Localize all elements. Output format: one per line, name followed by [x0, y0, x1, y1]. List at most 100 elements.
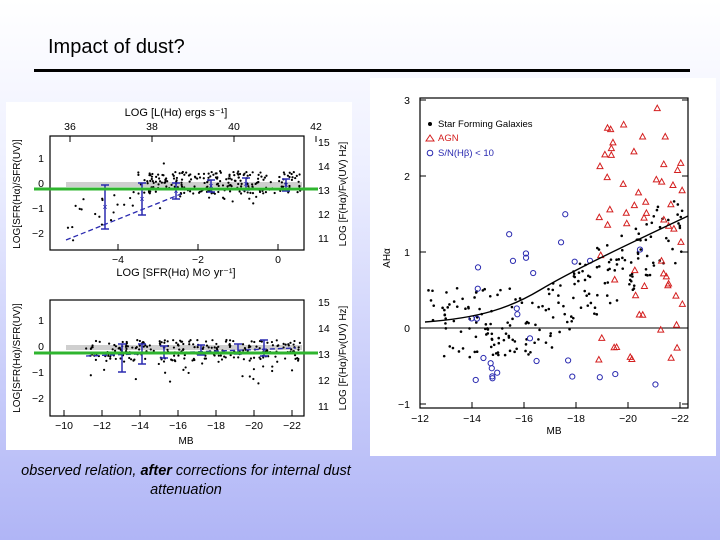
data-point — [100, 223, 104, 226]
data-point — [206, 181, 209, 184]
data-point — [274, 355, 277, 358]
sf-point — [634, 227, 638, 231]
top-panel-top-axis-label: LOG [L(Hα) ergs s⁻¹] — [125, 107, 228, 119]
sf-point — [615, 258, 618, 262]
sf-point — [636, 252, 640, 256]
data-point — [232, 356, 236, 359]
data-point — [259, 171, 262, 174]
sf-point — [606, 281, 610, 284]
data-point — [192, 343, 195, 346]
data-point — [109, 219, 113, 222]
sf-point — [513, 350, 516, 354]
sf-point — [595, 246, 599, 250]
data-point — [160, 358, 163, 361]
sf-point — [579, 306, 583, 310]
sf-point — [468, 327, 471, 330]
data-point — [260, 175, 263, 178]
data-point — [276, 360, 279, 363]
data-point — [294, 357, 297, 360]
caption-post: corrections for internal dust attenuatio… — [150, 463, 351, 498]
agn-point — [622, 208, 631, 216]
data-point — [265, 174, 268, 177]
data-point — [74, 204, 77, 207]
sf-point — [658, 225, 662, 229]
top-panel-top-tick: 38 — [146, 121, 158, 133]
agn-point — [657, 177, 666, 185]
trend-dashed — [65, 193, 182, 241]
lowsn-point — [612, 370, 619, 378]
sf-point — [628, 282, 631, 286]
data-point — [256, 177, 260, 180]
data-point — [205, 344, 209, 347]
data-point — [109, 357, 112, 360]
data-point — [211, 339, 214, 342]
agn-point — [657, 256, 666, 264]
data-point — [132, 191, 135, 194]
lowsn-point — [480, 354, 487, 362]
data-point — [219, 169, 222, 173]
sf-point — [593, 306, 597, 310]
sf-point — [547, 307, 551, 311]
data-point — [252, 368, 256, 371]
agn-point — [631, 291, 640, 299]
sf-point — [671, 247, 674, 251]
sf-point — [515, 347, 518, 351]
agn-point — [596, 162, 604, 170]
sf-point — [605, 244, 609, 247]
data-point — [284, 343, 287, 346]
sf-point — [617, 258, 621, 261]
right-y-tick: 0 — [404, 323, 410, 335]
caption-pre: observed relation, — [21, 463, 141, 479]
data-point — [263, 176, 267, 179]
right-x-tick: −18 — [567, 413, 585, 425]
data-point — [179, 195, 182, 198]
data-point — [232, 339, 235, 343]
sf-point — [631, 288, 635, 292]
sf-point — [597, 265, 601, 268]
data-point — [293, 354, 297, 357]
data-point — [225, 178, 228, 181]
agn-point — [678, 186, 686, 194]
data-point — [170, 183, 173, 187]
data-point — [207, 346, 210, 349]
data-point — [162, 360, 166, 363]
data-point — [105, 359, 108, 362]
data-point — [172, 174, 175, 177]
sf-point — [496, 293, 499, 297]
agn-point — [603, 123, 612, 131]
sf-point — [608, 301, 612, 305]
sf-point — [473, 350, 477, 354]
bottom-panel-right-tick: 13 — [318, 349, 330, 361]
sf-point — [446, 306, 450, 309]
sf-point — [651, 261, 655, 265]
sf-point — [655, 208, 659, 212]
bottom-panel-left-tick: −1 — [32, 367, 44, 379]
sf-point — [511, 338, 515, 342]
lowsn-point — [652, 381, 659, 388]
top-panel-top-tick: 36 — [64, 121, 76, 133]
data-point — [238, 190, 241, 193]
sf-point — [455, 286, 459, 290]
data-point — [181, 171, 184, 175]
data-point — [207, 176, 210, 179]
top-panel-right-axis-label: LOG [F(Hα)/Fν(UV) Hz] — [338, 141, 349, 246]
sf-point — [544, 341, 548, 344]
top-panel-bottom-axis-label: LOG [SFR(Hα) M⊙ yr⁻¹] — [116, 267, 235, 279]
legend-sf-marker — [428, 122, 432, 126]
sf-point — [492, 343, 496, 347]
right-x-tick: −16 — [515, 413, 533, 425]
lowsn-point — [474, 264, 482, 271]
sf-point — [513, 340, 517, 343]
right-y-tick: 3 — [404, 95, 410, 107]
sf-point — [573, 282, 576, 286]
sf-point — [441, 306, 444, 310]
sf-point — [636, 257, 640, 260]
sf-point — [508, 287, 512, 290]
data-point — [262, 365, 265, 368]
legend-sf-label: Star Forming Galaxies — [438, 119, 533, 130]
sf-point — [570, 319, 574, 323]
bin-marker: × — [173, 186, 178, 196]
data-point — [213, 346, 216, 349]
sf-point — [672, 200, 676, 203]
data-point — [298, 341, 301, 344]
